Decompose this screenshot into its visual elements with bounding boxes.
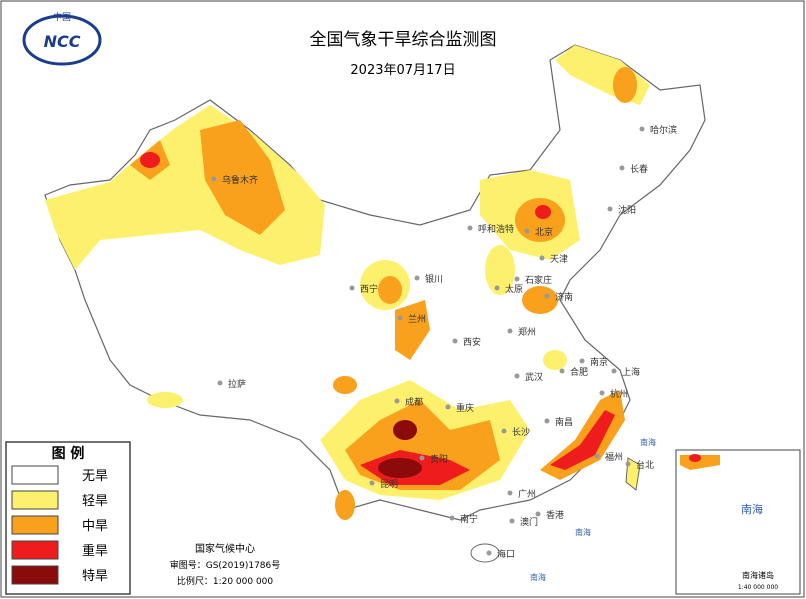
city-label: 沈阳 xyxy=(618,204,636,216)
city-dot xyxy=(611,368,617,374)
city-label: 北京 xyxy=(535,226,553,238)
city-label: 太原 xyxy=(505,283,523,295)
city-label: 乌鲁木齐 xyxy=(222,174,258,186)
legend-swatch xyxy=(11,515,59,535)
city-dot xyxy=(559,368,565,374)
city-dot xyxy=(579,358,585,364)
city-dot xyxy=(507,490,513,496)
city-label: 武汉 xyxy=(525,371,543,383)
city-label: 合肥 xyxy=(570,366,588,378)
legend-label: 重旱 xyxy=(82,543,108,559)
legend-title: 图 例 xyxy=(52,445,85,462)
legend-swatch xyxy=(11,490,59,510)
credit-agency: 国家气候中心 xyxy=(195,542,255,555)
sea-label: 南海 xyxy=(575,527,591,537)
city-dot xyxy=(494,285,500,291)
city-dot xyxy=(369,480,375,486)
city-label: 南京 xyxy=(590,356,608,368)
inset-scale: 1:40 000 000 xyxy=(738,584,778,591)
city-dot xyxy=(599,390,605,396)
city-dot xyxy=(217,380,223,386)
sea-label: 南海 xyxy=(640,437,656,447)
city-label: 银川 xyxy=(425,273,443,285)
logo-mark: NCC xyxy=(44,32,81,51)
logo-text: 中国 xyxy=(53,11,71,23)
city-label: 南昌 xyxy=(555,416,573,428)
title: 全国气象干旱综合监测图 xyxy=(310,30,497,50)
legend-swatch xyxy=(11,540,59,560)
credit-scale: 比例尺：1:20 000 000 xyxy=(177,575,274,587)
city-label: 贵阳 xyxy=(430,453,448,465)
city-label: 海口 xyxy=(497,548,515,560)
city-dot xyxy=(211,176,217,182)
city-dot xyxy=(625,461,631,467)
city-dot xyxy=(619,165,625,171)
city-label: 天津 xyxy=(550,254,568,265)
date: 2023年07月17日 xyxy=(350,63,455,78)
city-label: 呼和浩特 xyxy=(478,223,514,235)
legend-label: 特旱 xyxy=(82,569,108,584)
city-dot xyxy=(445,404,451,410)
city-dot xyxy=(452,338,458,344)
city-label: 拉萨 xyxy=(228,378,246,390)
city-dot xyxy=(501,428,507,434)
city-label: 广州 xyxy=(518,488,536,500)
city-label: 台北 xyxy=(636,459,654,471)
city-label: 福州 xyxy=(605,451,623,463)
legend-swatch xyxy=(11,565,59,585)
city-dot xyxy=(414,275,420,281)
logo: 中国 NCC xyxy=(22,11,102,66)
city-dot xyxy=(507,328,513,334)
city-label: 重庆 xyxy=(456,402,474,414)
legend-label: 无旱 xyxy=(82,469,108,484)
city-dot xyxy=(524,228,530,234)
city-dot xyxy=(349,285,355,291)
city-dot xyxy=(607,206,613,212)
city-dot xyxy=(509,518,515,524)
city-label: 郑州 xyxy=(518,326,536,338)
city-label: 昆明 xyxy=(380,479,398,490)
city-dot xyxy=(449,515,455,521)
city-label: 澳门 xyxy=(520,516,538,528)
city-dot xyxy=(514,373,520,379)
city-dot xyxy=(486,550,492,556)
sea-label: 南海 xyxy=(530,572,546,582)
city-dot xyxy=(539,255,545,261)
city-dot xyxy=(535,511,541,517)
city-dot xyxy=(594,453,600,459)
city-dot xyxy=(467,225,473,231)
city-label: 兰州 xyxy=(408,313,426,325)
city-dot xyxy=(394,398,400,404)
city-dot xyxy=(639,126,645,132)
city-label: 济南 xyxy=(555,291,573,303)
city-label: 西宁 xyxy=(360,283,378,295)
city-label: 杭州 xyxy=(610,388,628,400)
city-label: 成都 xyxy=(405,396,423,408)
drought-areas xyxy=(45,45,650,520)
city-label: 南宁 xyxy=(460,513,478,525)
city-label: 香港 xyxy=(546,509,564,521)
city-label: 长春 xyxy=(630,163,648,175)
legend-swatch xyxy=(11,465,59,485)
city-label: 长沙 xyxy=(512,426,530,438)
city-label: 哈尔滨 xyxy=(650,124,677,136)
inset-sea: 南海 xyxy=(741,502,763,516)
city-dot xyxy=(419,455,425,461)
city-dot xyxy=(544,293,550,299)
city-dot xyxy=(514,276,520,282)
city-label: 上海 xyxy=(622,366,640,378)
inset: 南海 南海诸岛 1:40 000 000 xyxy=(675,449,801,595)
legend-label: 中旱 xyxy=(82,519,108,534)
city-label: 石家庄 xyxy=(525,274,552,286)
legend-label: 轻旱 xyxy=(82,494,108,509)
credit-approval: 审图号：GS(2019)1786号 xyxy=(170,559,281,571)
inset-title: 南海诸岛 xyxy=(742,570,774,580)
city-dot xyxy=(544,418,550,424)
city-label: 西安 xyxy=(463,336,481,348)
city-dot xyxy=(397,315,403,321)
